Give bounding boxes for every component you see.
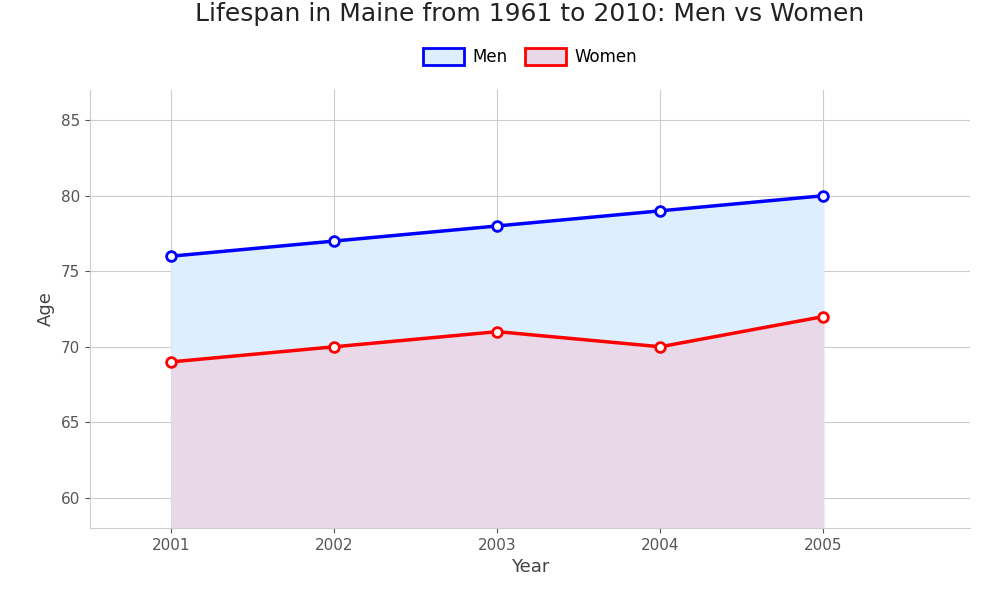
Men: [328, 238, 340, 245]
Women: [654, 343, 666, 350]
Men: [165, 253, 177, 260]
Line: Women: Women: [167, 311, 828, 367]
Line: Men: Men: [167, 191, 828, 261]
Men: [654, 207, 666, 214]
Women: [328, 343, 340, 350]
Legend: Men, Women: Men, Women: [416, 41, 644, 73]
Women: [817, 313, 829, 320]
Men: [491, 223, 503, 230]
Women: [165, 358, 177, 365]
Men: [817, 192, 829, 199]
Title: Lifespan in Maine from 1961 to 2010: Men vs Women: Lifespan in Maine from 1961 to 2010: Men…: [195, 2, 865, 26]
Y-axis label: Age: Age: [37, 292, 55, 326]
Women: [491, 328, 503, 335]
X-axis label: Year: Year: [511, 558, 549, 576]
